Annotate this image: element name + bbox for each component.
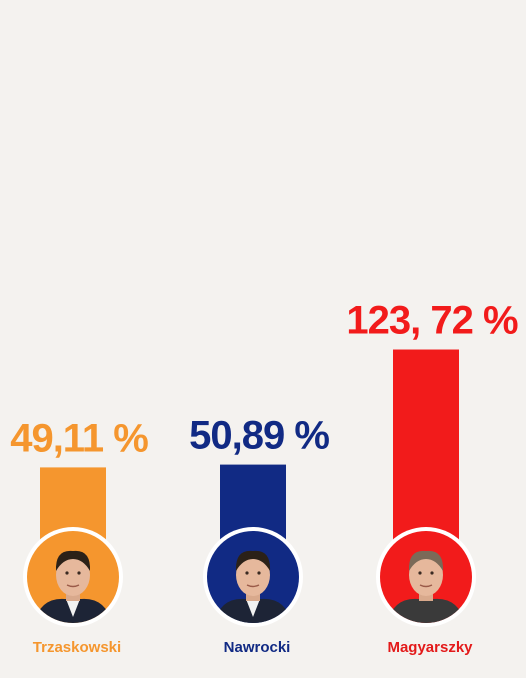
value-label-nawrocki: 50,89 % [189, 414, 329, 458]
portraits-layer [23, 527, 476, 627]
category-label-trzaskowski: Trzaskowski [33, 639, 121, 656]
value-label-trzaskowski: 49,11 % [10, 416, 148, 460]
portrait-trzaskowski-icon [23, 527, 123, 627]
bar-magyarszky [393, 349, 459, 545]
labels-layer: 49,11 % Trzaskowski 50,89 % Nawrocki 123, 72… [10, 299, 519, 656]
portrait-magyarszky-icon [376, 527, 476, 627]
bars-layer [40, 349, 459, 545]
category-label-nawrocki: Nawrocki [224, 639, 291, 656]
value-label-magyarszky: 123, 72 % [346, 299, 518, 343]
portrait-nawrocki-icon [203, 527, 303, 627]
category-label-magyarszky: Magyarszky [387, 639, 473, 656]
